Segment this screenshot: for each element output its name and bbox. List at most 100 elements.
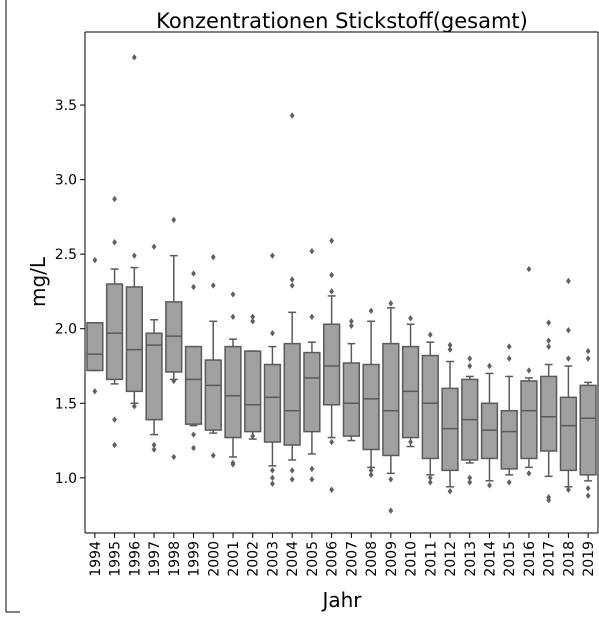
- box: [184, 345, 203, 425]
- outlier: [329, 438, 335, 446]
- outlier: [250, 432, 256, 440]
- x-tick-label: 2010: [404, 541, 420, 577]
- outlier: [447, 488, 453, 495]
- x-tick-label: 2013: [463, 541, 479, 577]
- outlier: [546, 343, 552, 350]
- outlier: [329, 237, 335, 244]
- y-tick-label: 1.0: [55, 471, 77, 487]
- outlier: [368, 467, 374, 474]
- outlier: [447, 346, 453, 353]
- outlier: [309, 313, 315, 320]
- x-tick-label: 1998: [167, 541, 183, 577]
- outlier: [270, 480, 275, 487]
- outlier: [526, 367, 532, 374]
- outlier: [585, 355, 591, 362]
- outlier: [230, 461, 236, 468]
- x-tick-label: 1994: [88, 541, 104, 577]
- x-tick-label: 2008: [364, 541, 380, 577]
- outlier: [230, 313, 236, 320]
- outlier: [230, 291, 236, 298]
- outlier: [427, 331, 433, 338]
- outlier: [270, 467, 275, 474]
- x-tick-label: 2016: [522, 541, 538, 577]
- box: [500, 409, 518, 470]
- outlier: [309, 476, 315, 483]
- outlier: [388, 476, 394, 483]
- outlier: [289, 112, 295, 119]
- outlier: [566, 327, 571, 334]
- outlier: [210, 452, 216, 459]
- outlier: [151, 446, 157, 453]
- outlier: [270, 329, 275, 337]
- outlier: [546, 496, 552, 504]
- outlier: [270, 252, 275, 259]
- x-tick-label: 2019: [581, 541, 597, 577]
- outlier: [506, 343, 512, 350]
- y-tick-label: 3.5: [55, 98, 77, 114]
- outlier: [368, 307, 374, 315]
- outlier: [526, 470, 532, 477]
- x-tick-label: 1995: [108, 541, 124, 577]
- outlier: [348, 318, 354, 325]
- x-tick-label: 1997: [147, 541, 163, 577]
- box: [224, 345, 242, 439]
- x-tick-label: 2004: [285, 541, 301, 577]
- x-tick-label: 2011: [423, 541, 439, 577]
- outlier: [131, 54, 137, 61]
- box: [540, 375, 558, 452]
- outlier: [546, 337, 552, 344]
- box: [362, 363, 380, 451]
- x-axis-label: Jahr: [320, 588, 362, 612]
- box: [342, 362, 361, 437]
- box: [125, 286, 143, 393]
- x-tick-label: 2003: [265, 541, 281, 577]
- outlier: [467, 479, 473, 486]
- outlier: [171, 377, 177, 385]
- outlier: [270, 474, 275, 482]
- outlier: [487, 482, 492, 489]
- outlier: [546, 319, 552, 326]
- outlier: [566, 486, 571, 493]
- x-tick-label: 2017: [542, 541, 558, 577]
- x-tick-label: 2006: [325, 541, 341, 577]
- outlier: [566, 355, 571, 362]
- y-axis-label: mg/L: [26, 256, 50, 307]
- box: [322, 323, 341, 406]
- outlier: [368, 471, 374, 479]
- box: [86, 322, 104, 372]
- outlier: [329, 271, 335, 279]
- outlier: [92, 388, 98, 395]
- outlier: [92, 256, 98, 264]
- outlier: [408, 315, 413, 322]
- outlier: [112, 239, 117, 246]
- outlier: [289, 476, 295, 483]
- outlier: [467, 474, 473, 482]
- outlier: [427, 479, 433, 486]
- x-tick-label: 1999: [187, 541, 203, 577]
- x-tick-label: 2018: [561, 541, 577, 577]
- box: [559, 396, 578, 472]
- outlier: [112, 441, 117, 449]
- y-tick-label: 1.5: [55, 396, 77, 412]
- box: [579, 384, 597, 476]
- outlier: [309, 465, 315, 473]
- outlier: [289, 276, 295, 283]
- outlier: [467, 355, 473, 362]
- box: [303, 351, 321, 433]
- outlier: [566, 277, 571, 285]
- outlier: [151, 441, 157, 449]
- x-tick-label: 2001: [226, 541, 242, 577]
- box: [283, 342, 301, 446]
- outlier: [329, 288, 335, 295]
- outlier: [191, 283, 196, 291]
- box: [520, 380, 538, 460]
- x-tick-label: 2012: [443, 541, 459, 577]
- outlier: [329, 486, 335, 493]
- outlier: [250, 318, 256, 325]
- outlier: [506, 355, 512, 362]
- x-tick-label: 2005: [305, 541, 321, 577]
- box: [105, 283, 124, 381]
- outlier: [585, 485, 591, 492]
- outlier: [526, 265, 532, 273]
